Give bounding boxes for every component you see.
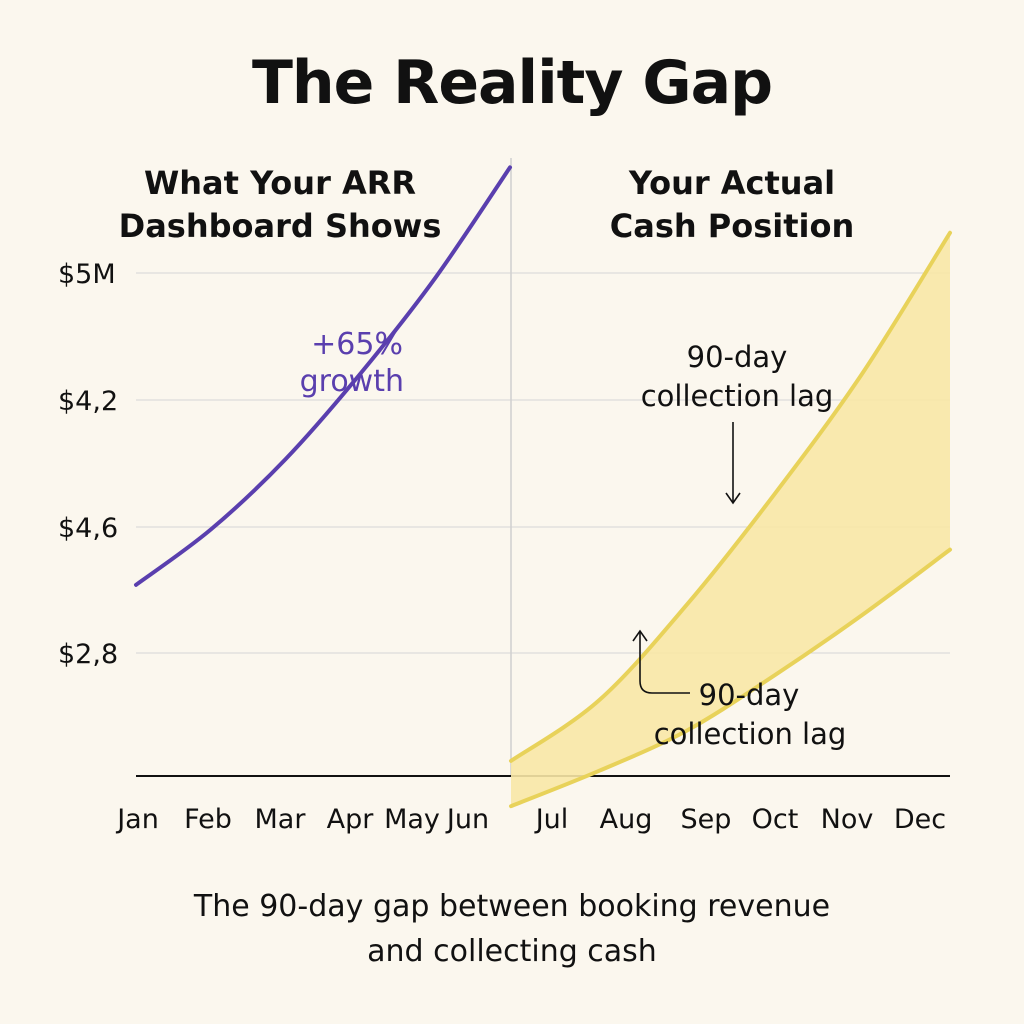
x-tick-label: Sep — [681, 804, 732, 835]
upper-lag-annotation-line: 90-day — [687, 340, 788, 374]
x-tick-label: Nov — [821, 804, 874, 835]
right-panel-title-line: Your Actual — [628, 164, 836, 202]
left-panel-title: What Your ARR Dashboard Shows — [100, 162, 460, 248]
x-tick-labels: Jan Feb Mar Apr May Jun Jul Aug Sep Oct Nov Dec — [115, 804, 946, 835]
chart-title: The Reality Gap — [251, 48, 773, 118]
y-tick-labels: $5M $4,2 $4,6 $2,8 — [58, 259, 118, 670]
x-tick-label: Jan — [115, 804, 159, 835]
lower-lag-annotation-line: collection lag — [654, 717, 847, 751]
up-arrow-icon — [632, 629, 690, 694]
x-tick-label: Mar — [255, 804, 307, 835]
cash-upper-series-line — [509, 230, 952, 763]
y-tick-label: $4,6 — [58, 513, 118, 544]
y-tick-label: $4,2 — [58, 386, 118, 417]
chart-caption: The 90-day gap between booking revenue a… — [0, 884, 1024, 974]
x-tick-label: Dec — [894, 804, 946, 835]
right-panel-title-line: Cash Position — [609, 207, 855, 245]
arr-series-line — [134, 165, 512, 587]
x-tick-label: Oct — [752, 804, 799, 835]
x-tick-label: Feb — [184, 804, 232, 835]
y-tick-label: $2,8 — [58, 639, 118, 670]
right-panel-title: Your Actual Cash Position — [552, 162, 912, 248]
left-panel-title-line: Dashboard Shows — [118, 207, 442, 245]
lower-lag-annotation-line: 90-day — [699, 678, 800, 712]
down-arrow-icon — [725, 422, 741, 505]
gap-area — [511, 232, 950, 807]
series-layer — [134, 165, 952, 809]
upper-lag-annotation-line: collection lag — [641, 379, 834, 413]
caption-line: The 90-day gap between booking revenue — [193, 889, 831, 924]
caption-line: and collecting cash — [367, 934, 657, 969]
x-tick-label: May — [384, 804, 440, 835]
growth-annotation-line: growth — [300, 364, 404, 399]
cash-lower-series-line — [509, 547, 952, 809]
left-panel-title-line: What Your ARR — [143, 164, 417, 202]
growth-annotation-line: +65% — [311, 327, 403, 362]
x-tick-label: Jun — [445, 804, 489, 835]
x-tick-label: Apr — [327, 804, 375, 835]
x-tick-label: Jul — [534, 804, 569, 835]
x-tick-label: Aug — [600, 804, 653, 835]
y-tick-label: $5M — [58, 259, 116, 290]
